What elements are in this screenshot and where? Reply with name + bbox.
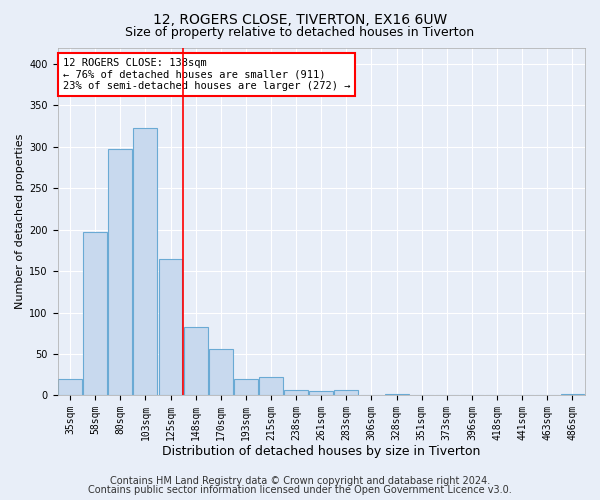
Bar	[184, 326, 208, 396]
Bar	[58, 379, 82, 396]
Text: Size of property relative to detached houses in Tiverton: Size of property relative to detached ho…	[125, 26, 475, 39]
Y-axis label: Number of detached properties: Number of detached properties	[15, 134, 25, 309]
Bar	[83, 232, 107, 396]
Text: Contains HM Land Registry data © Crown copyright and database right 2024.: Contains HM Land Registry data © Crown c…	[110, 476, 490, 486]
Bar	[209, 349, 233, 396]
Bar	[435, 394, 459, 396]
Bar	[460, 394, 484, 396]
Bar	[109, 148, 132, 396]
Bar	[385, 394, 409, 396]
Bar	[234, 379, 258, 396]
Bar	[310, 391, 333, 396]
X-axis label: Distribution of detached houses by size in Tiverton: Distribution of detached houses by size …	[162, 444, 481, 458]
Bar	[334, 390, 358, 396]
Text: 12, ROGERS CLOSE, TIVERTON, EX16 6UW: 12, ROGERS CLOSE, TIVERTON, EX16 6UW	[153, 12, 447, 26]
Bar	[284, 390, 308, 396]
Bar	[510, 394, 534, 396]
Bar	[133, 128, 157, 396]
Bar	[158, 258, 182, 396]
Text: 12 ROGERS CLOSE: 138sqm
← 76% of detached houses are smaller (911)
23% of semi-d: 12 ROGERS CLOSE: 138sqm ← 76% of detache…	[63, 58, 350, 91]
Bar	[485, 394, 509, 396]
Bar	[259, 377, 283, 396]
Bar	[359, 394, 383, 396]
Text: Contains public sector information licensed under the Open Government Licence v3: Contains public sector information licen…	[88, 485, 512, 495]
Bar	[560, 394, 584, 396]
Bar	[535, 394, 559, 396]
Bar	[410, 394, 434, 396]
